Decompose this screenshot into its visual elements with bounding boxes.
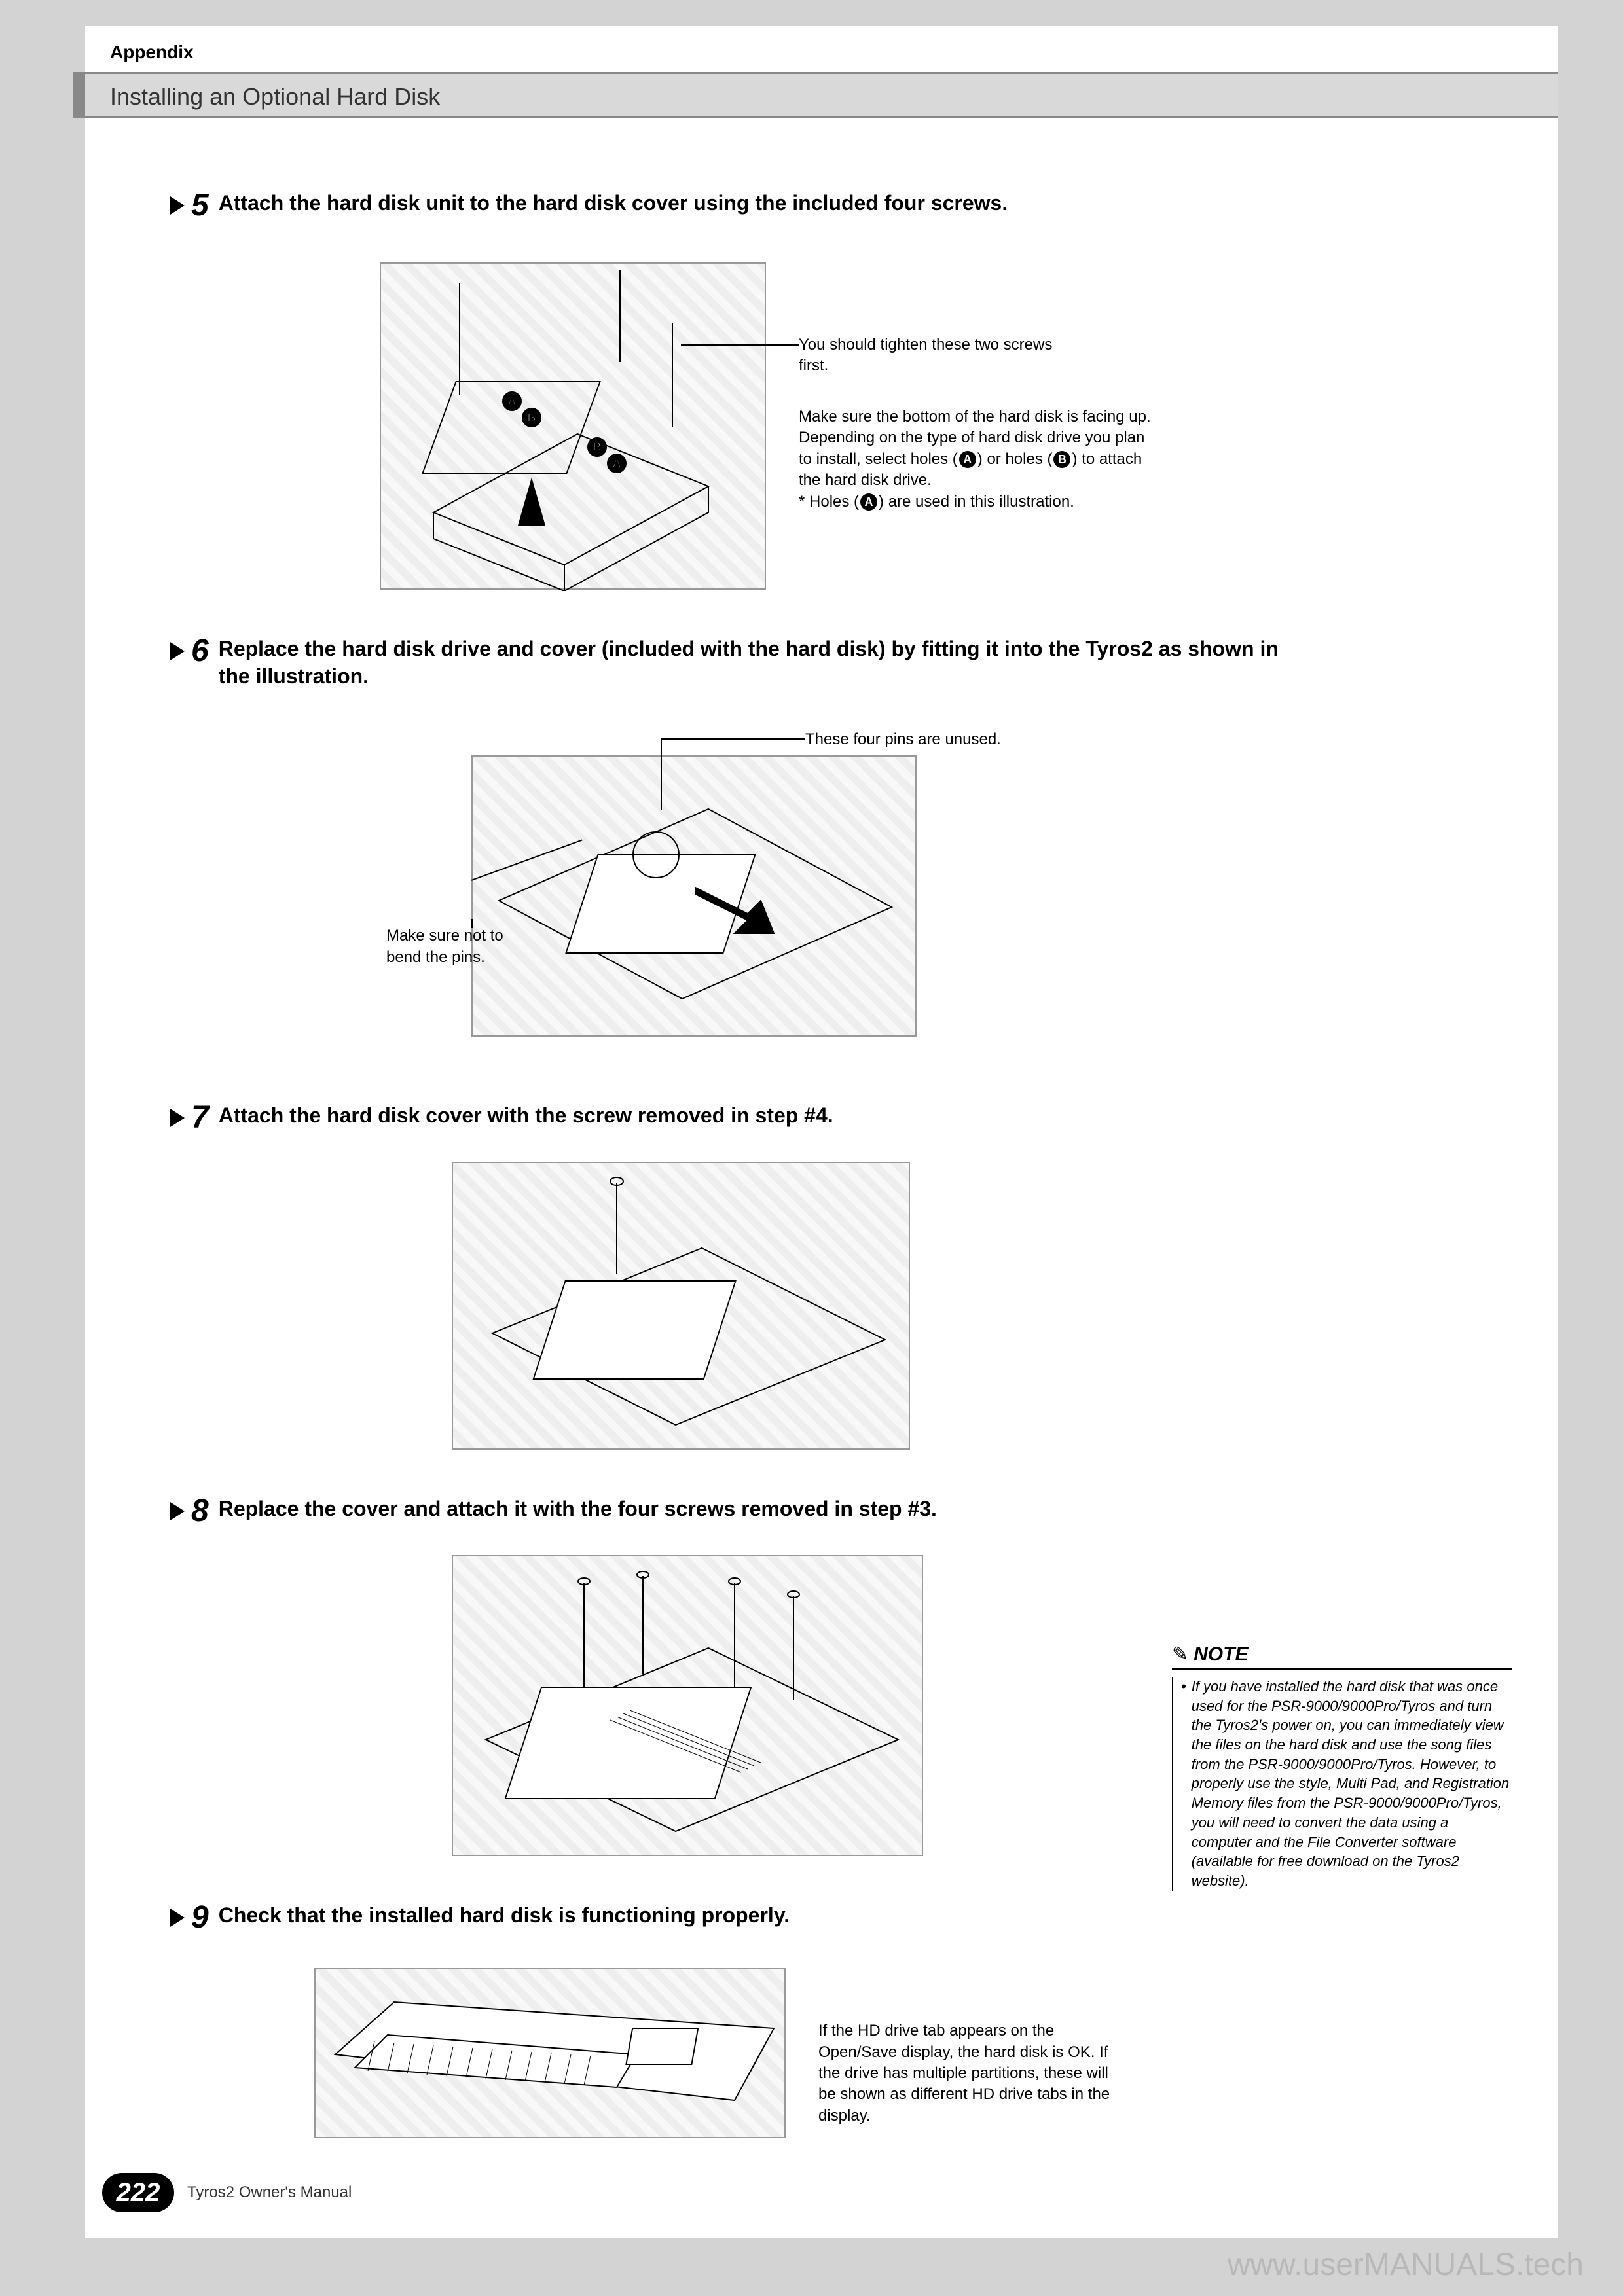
step-5-caption-top: You should tighten these two screws firs…	[799, 334, 1074, 377]
illustration-image	[471, 755, 917, 1037]
caption-lead-line	[661, 738, 805, 740]
step-arrow-icon	[170, 1502, 185, 1520]
section-title-bar: Installing an Optional Hard Disk	[85, 72, 1558, 118]
cover-replace-svg	[453, 1556, 924, 1857]
letter-a-icon: A	[860, 493, 877, 511]
step-8-illustration	[452, 1555, 923, 1856]
cap-text: ) are used in this illustration.	[879, 493, 1074, 511]
svg-text:B: B	[593, 440, 602, 454]
step-5-illustration: A B B A You should tighten these two scr…	[380, 249, 1165, 590]
step-7-header: 7 Attach the hard disk cover with the sc…	[170, 1096, 1480, 1136]
letter-b-icon: B	[1053, 451, 1070, 468]
caption-lead-line	[471, 919, 473, 928]
step-6-caption-left: Make sure not to bend the pins.	[386, 925, 537, 968]
illustration-image	[452, 1555, 923, 1856]
note-label: NOTE	[1194, 1643, 1248, 1666]
step-7-title: Attach the hard disk cover with the scre…	[219, 1102, 1299, 1130]
section-title: Installing an Optional Hard Disk	[110, 83, 440, 111]
step-7-illustration	[452, 1162, 910, 1450]
footer: 222 Tyros2 Owner's Manual	[102, 2173, 352, 2212]
caption-lead-line	[681, 344, 799, 346]
step-6-header: 6 Replace the hard disk drive and cover …	[170, 629, 1480, 690]
svg-text:B: B	[528, 411, 536, 424]
step-8-title: Replace the cover and attach it with the…	[219, 1496, 1135, 1523]
step-9-illustration: If the HD drive tab appears on the Open/…	[314, 1968, 786, 2151]
note-text: If you have installed the hard disk that…	[1192, 1677, 1512, 1891]
step-5-header: 5 Attach the hard disk unit to the hard …	[170, 183, 1480, 223]
step-5-title: Attach the hard disk unit to the hard di…	[219, 190, 1299, 217]
illustration-image: A B B A	[380, 262, 766, 590]
keyboard-svg	[316, 1969, 787, 2140]
illustration-image	[452, 1162, 910, 1450]
step-6: 6 Replace the hard disk drive and cover …	[170, 629, 1480, 1056]
step-6-caption-top: These four pins are unused.	[805, 729, 1041, 750]
page: Appendix Installing an Optional Hard Dis…	[85, 26, 1558, 2238]
illustration-image	[314, 1968, 786, 2138]
step-7: 7 Attach the hard disk cover with the sc…	[170, 1096, 1480, 1450]
note-header: ✎ NOTE	[1172, 1643, 1512, 1670]
page-number-badge: 222	[102, 2173, 174, 2212]
step-9-header: 9 Check that the installed hard disk is …	[170, 1895, 1480, 1935]
step-6-title: Replace the hard disk drive and cover (i…	[219, 636, 1299, 690]
svg-text:A: A	[613, 457, 621, 470]
step-arrow-icon	[170, 1909, 185, 1927]
left-stripe	[73, 72, 85, 118]
step-7-number: 7	[191, 1100, 209, 1136]
footer-manual-name: Tyros2 Owner's Manual	[187, 2183, 352, 2202]
hard-disk-install-svg	[473, 757, 918, 1038]
caption-lead-line	[661, 738, 662, 810]
step-9-number: 9	[191, 1899, 209, 1935]
pencil-icon: ✎	[1172, 1643, 1188, 1666]
note-box: ✎ NOTE If you have installed the hard di…	[1172, 1643, 1512, 1891]
cap-text: * Holes (	[799, 493, 859, 511]
svg-text:A: A	[508, 395, 517, 408]
step-5-number: 5	[191, 187, 209, 223]
step-arrow-icon	[170, 196, 185, 215]
letter-a-icon: A	[959, 451, 976, 468]
step-8-header: 8 Replace the cover and attach it with t…	[170, 1489, 1480, 1529]
step-arrow-icon	[170, 1109, 185, 1127]
step-9-title: Check that the installed hard disk is fu…	[219, 1902, 1299, 1929]
step-9-caption: If the HD drive tab appears on the Open/…	[818, 2020, 1126, 2126]
step-5: 5 Attach the hard disk unit to the hard …	[170, 183, 1480, 590]
step-6-illustration: These four pins are unused. Make sure no…	[386, 716, 1074, 1056]
step-6-number: 6	[191, 633, 209, 669]
header-appendix: Appendix	[110, 42, 194, 63]
note-bullet: If you have installed the hard disk that…	[1181, 1677, 1512, 1891]
step-5-caption-bottom: Make sure the bottom of the hard disk is…	[799, 406, 1152, 512]
step-9: 9 Check that the installed hard disk is …	[170, 1895, 1480, 2151]
hard-disk-bracket-svg: A B B A	[381, 264, 767, 591]
step-arrow-icon	[170, 642, 185, 660]
cap-text: ) or holes (	[977, 450, 1053, 468]
step-8-number: 8	[191, 1493, 209, 1529]
cover-attach-svg	[453, 1163, 911, 1451]
watermark: www.userMANUALS.tech	[1228, 2247, 1584, 2283]
note-body: If you have installed the hard disk that…	[1172, 1677, 1512, 1891]
